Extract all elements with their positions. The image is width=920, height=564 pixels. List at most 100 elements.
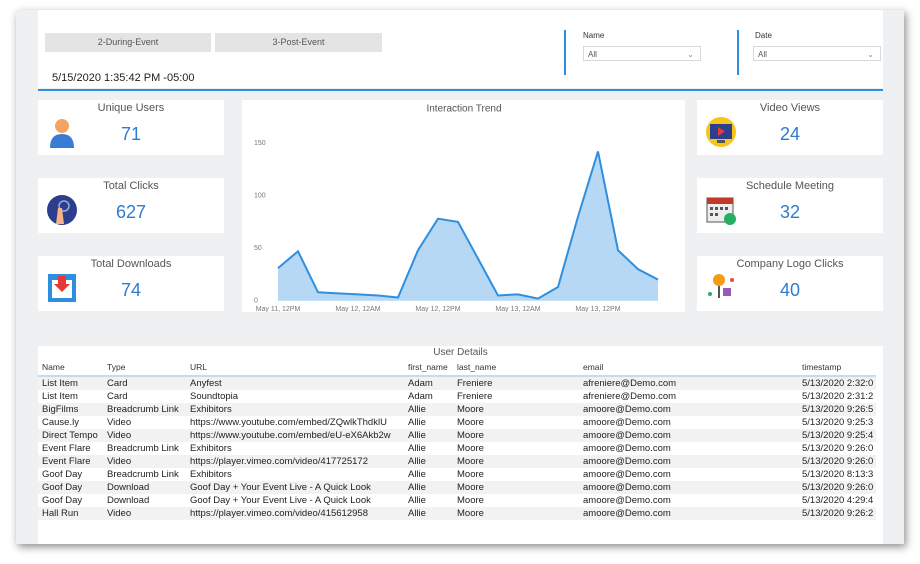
table-cell: 5/13/2020 4:29:4 [802,495,874,506]
table-cell: 5/13/2020 9:26:0 [798,481,876,494]
table-cell: Allie [408,495,426,506]
table-cell: Moore [453,507,579,520]
x-tick-label: May 12, 12AM [335,306,380,312]
table-cell: https://www.youtube.com/embed/eU-eX6Akb2… [186,429,404,442]
table-row: Cause.ly Video https://www.youtube.com/emb… [38,416,876,429]
column-header: timestamp [798,359,876,377]
table-row: Goof Day Download Goof Day + Your Event Li… [38,494,876,507]
table-cell: 5/13/2020 2:31:2 [802,391,874,402]
area-line [277,151,659,300]
table-cell: amoore@Demo.com [579,481,798,494]
table-cell: List Item [42,391,78,402]
table-cell: Moore [453,403,579,416]
column-header: Name [38,359,103,377]
dashboard: 2-During-Event 3-Post-Event 5/15/2020 1:… [16,10,904,544]
filter-dropdown[interactable]: All ⌄ [583,46,701,61]
table-row: Event Flare Breadcrumb Link Exhibitors Alli… [38,442,876,455]
table-cell: 5/13/2020 9:26:0 [798,455,876,468]
table-cell: Hall Run [38,507,103,520]
tab[interactable]: 2-During-Event [45,33,211,52]
table-card: User Details Name Type URL first_name last_n… [38,346,883,544]
table-cell: Event Flare [42,443,91,454]
column-header: first_name [404,359,453,377]
y-tick-label: 150 [254,140,266,147]
kpi-card: Total Downloads 74 [38,256,224,311]
table-cell: afreniere@Demo.com [583,391,677,402]
table-cell: 5/13/2020 8:13:3 [802,469,874,480]
table-cell: Goof Day [42,469,83,480]
table-cell: Breadcrumb Link [107,469,179,480]
kpi-card: Unique Users 71 [38,100,224,155]
table-cell: Video [107,417,132,428]
table-cell: Exhibitors [186,403,404,416]
table-cell: Goof Day [38,481,103,494]
x-tick-label: May 11, 12PM [256,306,301,312]
table-cell: Moore [457,417,484,428]
table-cell: BigFilms [38,403,103,416]
kpi-value: 40 [779,280,801,300]
timestamp: 5/15/2020 1:35:42 PM -05:00 [52,72,195,84]
y-tick-label: 100 [254,192,266,199]
table-cell: Card [107,391,128,402]
header-rule [38,89,883,91]
table-row: Event Flare Video https://player.vimeo.com… [38,455,876,468]
chart: Interaction Trend 0 50 100 150 May 11, 12PM M… [254,104,659,313]
chart-card: Interaction Trend 0 50 100 150 May 11, 12PM M… [242,100,685,313]
table-cell: 5/13/2020 9:26:2 [798,507,876,520]
chart-title: Interaction Trend [426,104,501,115]
kpi-value: 24 [779,124,801,144]
table-cell: Moore [453,481,579,494]
table-cell: 5/13/2020 9:25:4 [798,429,876,442]
table-cell: Download [107,495,150,506]
kpi-value: 627 [115,202,147,222]
kpi-icon [48,274,76,302]
kpi-icon [706,197,736,225]
divider [737,30,739,75]
x-tick-label: May 13, 12AM [495,306,540,312]
kpi-icon [708,274,734,298]
table-row: Direct Tempo Video https://www.youtube.com… [38,429,876,442]
table-cell: Video [103,455,186,468]
filter-dropdown[interactable]: All ⌄ [753,46,881,61]
table-cell: afreniere@Demo.com [579,376,798,390]
table-row: List Item Card Anyfest Adam Freniere afrenier… [38,376,876,390]
table-cell: Adam [404,376,453,390]
table-cell: amoore@Demo.com [579,429,798,442]
table-title: User Details [433,347,488,358]
table-cell: Exhibitors [190,469,232,480]
table-row: Goof Day Download Goof Day + Your Event Li… [38,481,876,494]
table-cell: https://player.vimeo.com/video/415612958 [186,507,404,520]
filter-label: Name [583,31,605,40]
kpi-value: 74 [120,280,142,300]
table-cell: Video [103,429,186,442]
kpi-icon [50,119,74,148]
table-cell: Direct Tempo [38,429,103,442]
filter-label: Date [755,31,772,40]
table-row: BigFilms Breadcrumb Link Exhibitors Allie Mo… [38,403,876,416]
column-header: URL [186,359,404,377]
table-row: List Item Card Soundtopia Adam Freniere afren… [38,390,876,403]
table-cell: Allie [408,417,426,428]
table-cell: Allie [404,481,453,494]
table-cell: amoore@Demo.com [583,443,671,454]
column-header: email [579,359,798,377]
table-cell: Goof Day + Your Event Live - A Quick Loo… [190,495,371,506]
table-cell: Moore [453,429,579,442]
y-tick-label: 50 [254,245,262,252]
kpi-icon [47,195,77,225]
table-cell: Allie [404,455,453,468]
table-row: Goof Day Breadcrumb Link Exhibitors Allie Mo… [38,468,876,481]
kpi-label: Video Views [759,102,821,114]
kpi-label: Schedule Meeting [745,180,835,192]
kpi-value: 71 [120,124,142,144]
table-cell: Cause.ly [42,417,79,428]
table-cell: 5/13/2020 9:26:5 [798,403,876,416]
x-tick-label: May 13, 12PM [575,306,620,312]
table-cell: Event Flare [38,455,103,468]
table-cell: Allie [404,403,453,416]
table-cell: amoore@Demo.com [579,507,798,520]
tab[interactable]: 3-Post-Event [215,33,382,52]
table-cell: Goof Day + Your Event Live - A Quick Loo… [186,481,404,494]
table-cell: Anyfest [186,376,404,390]
